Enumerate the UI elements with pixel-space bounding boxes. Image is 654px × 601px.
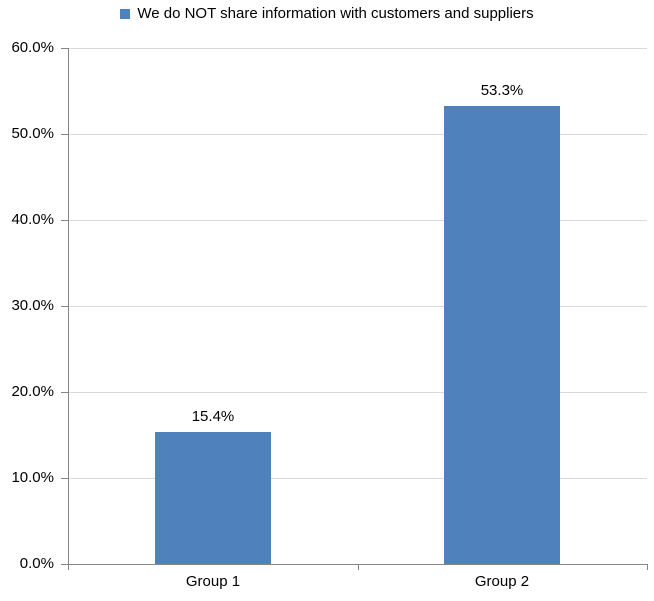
legend-label: We do NOT share information with custome… <box>137 5 534 22</box>
gridline <box>69 48 647 49</box>
x-axis-line <box>68 564 648 565</box>
x-axis-tick <box>358 565 359 570</box>
gridline <box>69 478 647 479</box>
y-axis-tick-label: 10.0% <box>11 469 54 486</box>
x-axis-category-label: Group 1 <box>185 573 241 590</box>
legend-marker-icon <box>120 9 131 19</box>
y-axis-tick <box>61 478 68 479</box>
y-axis-tick-label: 40.0% <box>11 211 54 228</box>
y-axis-tick-label: 20.0% <box>11 383 54 400</box>
y-axis-line <box>68 48 69 565</box>
bar-value-label: 53.3% <box>480 82 524 99</box>
gridline <box>69 306 647 307</box>
y-axis-tick <box>61 48 68 49</box>
gridline <box>69 220 647 221</box>
bar-group-2 <box>444 106 560 564</box>
x-axis-tick <box>647 565 648 570</box>
y-axis-tick-label: 50.0% <box>11 125 54 142</box>
x-axis-tick <box>68 565 69 570</box>
y-axis-tick <box>61 564 68 565</box>
bar-group-1 <box>155 432 271 564</box>
y-axis-tick <box>61 220 68 221</box>
y-axis-tick-label: 60.0% <box>11 39 54 56</box>
y-axis-tick <box>61 392 68 393</box>
x-axis-category-label: Group 2 <box>474 573 530 590</box>
y-axis-tick-label: 0.0% <box>19 555 54 572</box>
y-axis-tick <box>61 134 68 135</box>
y-axis-tick <box>61 306 68 307</box>
bar-value-label: 15.4% <box>191 408 235 425</box>
y-axis-tick-label: 30.0% <box>11 297 54 314</box>
gridline <box>69 134 647 135</box>
gridline <box>69 392 647 393</box>
legend: We do NOT share information with custome… <box>0 4 654 24</box>
